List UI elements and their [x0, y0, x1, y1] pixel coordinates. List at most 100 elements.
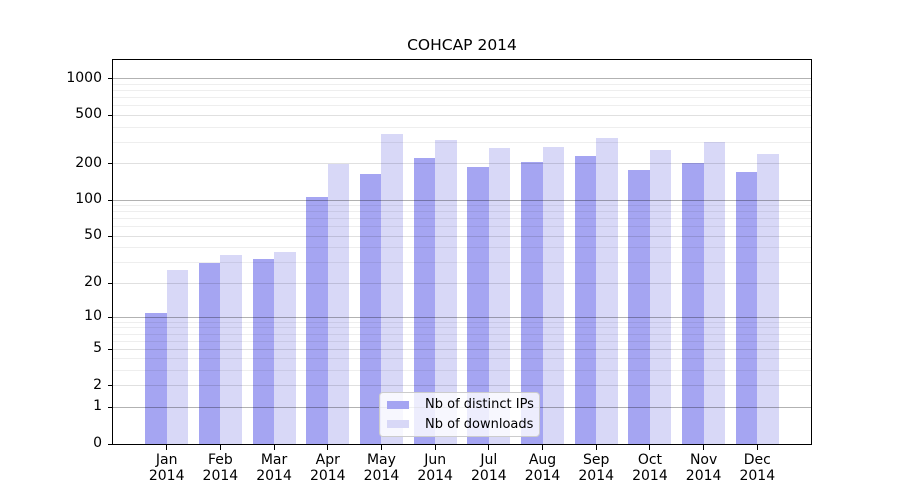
- bar-distinct-ips: [628, 169, 650, 444]
- x-tick-label-line: May: [366, 452, 396, 468]
- x-tick-mark: [434, 445, 436, 450]
- minor-gridline: [113, 333, 811, 335]
- x-tick-label-line: Jan: [155, 452, 178, 468]
- x-tick-label: Apr 2014: [298, 452, 358, 484]
- chart-title: COHCAP 2014: [407, 36, 517, 54]
- x-tick-label-line: Feb: [207, 452, 233, 468]
- grid-layer: [113, 60, 811, 444]
- bar-downloads: [381, 133, 403, 444]
- x-tick-label-line: Aug: [528, 452, 557, 468]
- y-tick-label: 1000: [66, 69, 102, 86]
- y-tick-mark: [108, 163, 113, 165]
- bar-downloads: [327, 164, 350, 444]
- x-tick-label: Jun 2014: [405, 452, 465, 484]
- y-tick-mark: [108, 235, 113, 237]
- x-tick-mark: [380, 445, 382, 450]
- legend-item-downloads: Nb of downloads: [387, 417, 539, 432]
- bar-distinct-ips: [521, 161, 543, 444]
- bar-distinct-ips: [252, 259, 275, 444]
- bar-distinct-ips: [306, 197, 328, 444]
- x-tick-label-line: 2014: [578, 468, 615, 484]
- bar-downloads: [435, 140, 457, 444]
- x-tick-mark: [595, 445, 597, 450]
- y-tick-label: 200: [75, 154, 102, 171]
- minor-gridline: [113, 97, 811, 99]
- x-tick-label-line: 2014: [524, 468, 561, 484]
- minor-gridline: [113, 340, 811, 342]
- x-tick-label-line: 2014: [309, 468, 346, 484]
- y-tick-mark: [108, 78, 113, 80]
- bar-downloads: [703, 142, 726, 444]
- minor-gridline: [113, 358, 811, 360]
- x-tick-label: May 2014: [351, 452, 411, 484]
- bar-distinct-ips: [574, 155, 597, 444]
- minor-gridline: [113, 105, 811, 107]
- x-tick-mark: [219, 445, 221, 450]
- bar-distinct-ips: [682, 163, 704, 444]
- x-tick-label-line: 2014: [471, 468, 507, 484]
- major-gridline: [113, 114, 811, 116]
- x-tick-label-line: 2014: [632, 468, 668, 484]
- x-tick-label: Sep 2014: [566, 452, 626, 484]
- minor-gridline: [113, 321, 811, 323]
- decade-gridline: [113, 78, 811, 80]
- decade-gridline: [113, 199, 811, 201]
- minor-gridline: [113, 126, 811, 128]
- y-tick-mark: [108, 282, 113, 284]
- legend: Nb of distinct IPs Nb of downloads: [379, 392, 540, 437]
- x-tick-label: Aug 2014: [513, 452, 573, 484]
- decade-gridline: [113, 316, 811, 318]
- bar-downloads: [757, 154, 779, 444]
- bar-downloads: [649, 149, 672, 444]
- minor-gridline: [113, 218, 811, 220]
- y-tick-label: 1: [93, 398, 102, 415]
- bar-distinct-ips: [413, 158, 436, 444]
- x-tick-label: Oct 2014: [620, 452, 680, 484]
- y-tick-label: 100: [75, 191, 102, 208]
- x-tick-label-line: Mar: [260, 452, 288, 468]
- y-tick-mark: [108, 114, 113, 116]
- x-tick-label-line: 2014: [256, 468, 292, 484]
- minor-gridline: [113, 205, 811, 207]
- plot-area: Nb of distinct IPs Nb of downloads: [112, 59, 812, 445]
- bar-downloads: [488, 147, 511, 444]
- x-tick-label: Jul 2014: [459, 452, 519, 484]
- y-tick-label: 5: [93, 340, 102, 357]
- minor-gridline: [113, 141, 811, 143]
- x-tick-label: Jan 2014: [137, 452, 197, 484]
- x-tick-label: Dec 2014: [727, 452, 787, 484]
- minor-gridline: [113, 90, 811, 92]
- y-tick-label: 2: [93, 376, 102, 393]
- major-gridline: [113, 163, 811, 165]
- x-tick-label-line: Sep: [583, 452, 610, 468]
- x-tick-label-line: Jul: [480, 452, 498, 468]
- bar-distinct-ips: [467, 166, 489, 444]
- y-tick-mark: [108, 348, 113, 350]
- y-tick-mark: [108, 443, 113, 445]
- x-tick-label-line: Dec: [743, 452, 771, 468]
- x-tick-mark: [756, 445, 758, 450]
- bar-downloads: [274, 251, 296, 444]
- y-tick-label: 500: [75, 106, 102, 123]
- x-tick-label-line: 2014: [202, 468, 239, 484]
- minor-gridline: [113, 226, 811, 228]
- x-tick-label-line: Nov: [689, 452, 718, 468]
- y-tick-mark: [108, 199, 113, 201]
- bar-downloads: [166, 269, 189, 444]
- x-tick-label-line: 2014: [685, 468, 722, 484]
- major-gridline: [113, 282, 811, 284]
- x-tick-mark: [488, 445, 490, 450]
- x-tick-label-line: 2014: [148, 468, 185, 484]
- x-tick-mark: [273, 445, 275, 450]
- y-tick-label: 10: [84, 308, 102, 325]
- bars-layer: [113, 60, 811, 444]
- minor-gridline: [113, 327, 811, 329]
- major-gridline: [113, 348, 811, 350]
- x-tick-mark: [703, 445, 705, 450]
- minor-gridline: [113, 262, 811, 264]
- legend-swatch-distinct-ips: [387, 400, 409, 409]
- minor-gridline: [113, 370, 811, 372]
- x-tick-label: Nov 2014: [674, 452, 734, 484]
- x-tick-label-line: 2014: [363, 468, 400, 484]
- bar-distinct-ips: [735, 172, 758, 444]
